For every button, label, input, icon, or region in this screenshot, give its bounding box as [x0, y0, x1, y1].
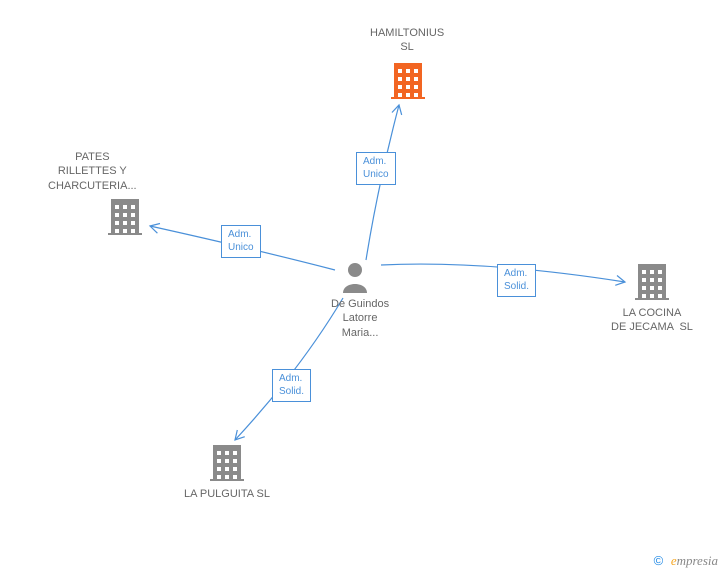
- copyright-symbol: ©: [654, 553, 664, 568]
- relationship-label: Adm. Solid.: [272, 369, 311, 402]
- relationship-label: Adm. Solid.: [497, 264, 536, 297]
- footer-attribution: © empresia: [654, 553, 718, 569]
- arrowhead-icon: [231, 430, 244, 443]
- building-icon: [635, 264, 669, 300]
- relationship-label: Adm. Unico: [356, 152, 396, 185]
- person-label: De Guindos Latorre Maria...: [331, 297, 389, 340]
- relationship-label: Adm. Unico: [221, 225, 261, 258]
- arrowhead-icon: [149, 221, 160, 233]
- arrowhead-icon: [392, 104, 404, 115]
- building-icon: [108, 199, 142, 235]
- company-label: HAMILTONIUS SL: [370, 26, 444, 55]
- company-label: PATES RILLETTES Y CHARCUTERIA...: [48, 150, 137, 193]
- arrowhead-icon: [615, 276, 626, 287]
- building-icon: [210, 445, 244, 481]
- building-icon: [391, 63, 425, 99]
- person-icon: [340, 261, 370, 298]
- brand-rest: mpresia: [677, 553, 718, 568]
- company-label: LA PULGUITA SL: [184, 487, 270, 501]
- company-label: LA COCINA DE JECAMA SL: [611, 306, 693, 335]
